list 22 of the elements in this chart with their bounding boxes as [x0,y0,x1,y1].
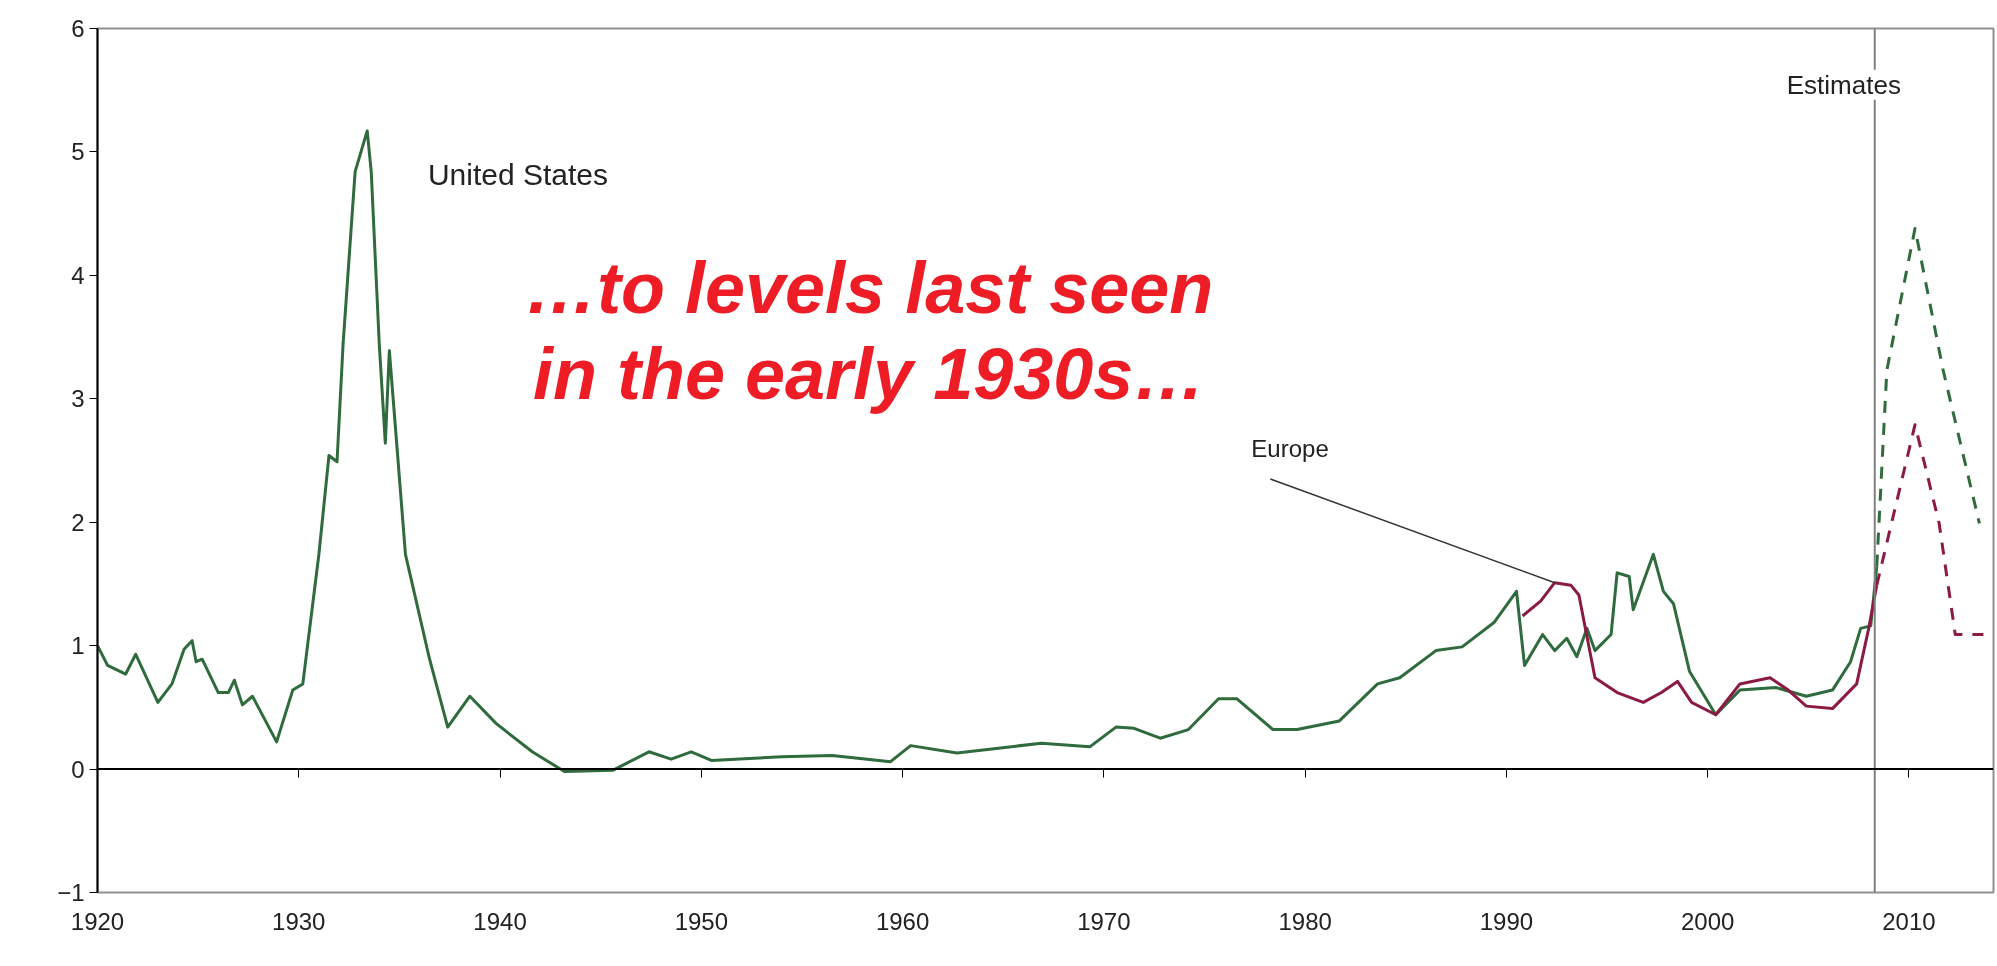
y-tick-label: −1 [57,879,85,906]
x-tick-label: 1990 [1479,907,1534,935]
annotation: …to levels last seen in the early 1930s… [525,247,1214,415]
x-tick-label: 2010 [1882,907,1936,935]
x-tick-label: 1940 [473,907,527,935]
x-tick-label: 2000 [1681,907,1735,935]
x-tick-label: 1980 [1278,907,1332,935]
ref-line-label: Estimates [1786,69,1901,100]
x-tick-label: 1950 [674,907,729,935]
x-tick-label: 1970 [1077,907,1131,935]
y-tick-label: 2 [71,508,85,536]
y-tick-label: 4 [71,261,85,289]
y-tick-label: 6 [71,15,85,42]
y-tick-label: 0 [71,755,85,783]
annotation: Europe [1251,434,1329,462]
x-tick-label: 1920 [70,907,125,935]
y-tick-label: 3 [71,385,85,413]
y-tick-label: 1 [71,632,85,660]
x-tick-label: 1960 [875,907,930,935]
series-label: United States [427,157,608,191]
x-tick-label: 1930 [272,907,326,935]
y-tick-label: 5 [71,138,85,166]
